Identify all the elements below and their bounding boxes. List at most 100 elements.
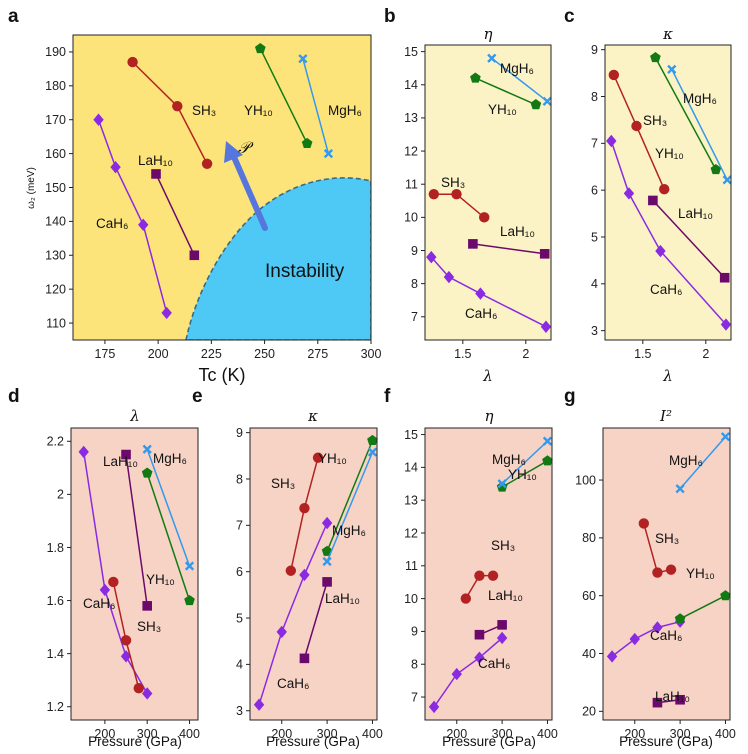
x-axis-label-f: Pressure (GPa) bbox=[442, 734, 536, 749]
series-group-b bbox=[426, 53, 552, 333]
data-point-d-yh10-0 bbox=[141, 467, 153, 478]
data-point-g-sh3-0 bbox=[638, 518, 650, 529]
y-tick-label-g: 80 bbox=[582, 531, 596, 545]
x-tick-label-b: 1.5 bbox=[454, 347, 471, 361]
series-line-b-cah6 bbox=[430, 256, 547, 328]
series-label-d-sh3: SH₃ bbox=[137, 619, 161, 634]
x-tick-label-e: 200 bbox=[271, 727, 292, 741]
data-point-c-mgh6-1 bbox=[722, 175, 732, 185]
data-point-g-sh3-1 bbox=[652, 567, 663, 578]
series-label-f-mgh6: MgH₆ bbox=[492, 452, 526, 467]
y-tick-label-b: 13 bbox=[404, 111, 418, 125]
data-point-d-sh3-2 bbox=[133, 682, 144, 694]
data-point-a-yh10-0 bbox=[254, 42, 266, 54]
y-tick-label-f: 8 bbox=[411, 658, 418, 672]
y-axis-label-a: ω₂ (meV) bbox=[26, 167, 37, 209]
y-tick-label-e: 6 bbox=[236, 565, 243, 579]
data-point-a-sh3-0 bbox=[127, 56, 138, 68]
data-point-d-lah10-0 bbox=[121, 449, 131, 460]
x-tick-label-f: 300 bbox=[492, 727, 513, 741]
series-label-e-lah10: LaH₁₀ bbox=[325, 591, 360, 606]
x-tick-label-d: 200 bbox=[94, 727, 115, 741]
panel-a: Instability 𝒫 CaH₆ LaH₁₀ SH₃ YH₁₀ MgH₆ 1… bbox=[26, 34, 382, 385]
data-point-f-lah10-1 bbox=[497, 620, 507, 630]
y-tick-label-e: 4 bbox=[236, 658, 243, 672]
data-point-d-mgh6-1 bbox=[184, 561, 195, 571]
series-line-f-yh10 bbox=[501, 460, 548, 488]
data-point-b-cah6-0 bbox=[426, 250, 437, 264]
y-tick-label-f: 7 bbox=[411, 690, 418, 704]
y-tick-label-a: 130 bbox=[45, 249, 66, 263]
data-point-g-cah6-0 bbox=[606, 650, 618, 663]
axes-g: 200 300 400 20 40 60 80 100 bbox=[575, 427, 736, 741]
panel-title-d: λ bbox=[129, 407, 140, 425]
plot-background-g bbox=[603, 428, 730, 720]
y-tick-label-c: 7 bbox=[591, 137, 598, 151]
x-tick-label-b: 2 bbox=[522, 347, 529, 361]
panel-f: CaH₆ LaH₁₀ SH₃ YH₁₀ MgH₆ 200 300 400 7 8 9 10 1… bbox=[404, 407, 558, 749]
data-point-a-mgh6-0 bbox=[298, 54, 308, 64]
instability-label: Instability bbox=[265, 261, 345, 282]
data-point-f-yh10-1 bbox=[542, 455, 553, 466]
axes-a: 175 200 225 250 275 300 110 120 130 140 150 160 170 1… bbox=[45, 34, 382, 361]
data-point-g-lah10-1 bbox=[675, 694, 685, 705]
panel-d: CaH₆ LaH₁₀ SH₃ YH₁₀ MgH₆ 200 300 400 1.2 1.4… bbox=[47, 407, 200, 749]
data-point-e-mgh6-0 bbox=[322, 556, 332, 567]
panel-label-a: a bbox=[8, 6, 19, 27]
pressure-arrow-head bbox=[224, 141, 243, 163]
data-point-e-lah10-0 bbox=[299, 653, 310, 664]
x-axis-label-a: Tc (K) bbox=[199, 365, 246, 385]
axes-frame-b bbox=[424, 44, 552, 341]
data-point-f-sh3-1 bbox=[474, 570, 485, 581]
data-point-f-mgh6-0 bbox=[497, 479, 507, 489]
series-label-f-sh3: SH₃ bbox=[491, 538, 515, 553]
panel-title-c: κ bbox=[662, 25, 673, 43]
data-point-c-cah6-1 bbox=[623, 187, 635, 200]
data-point-d-cah6-0 bbox=[78, 445, 89, 459]
data-point-g-sh3-2 bbox=[665, 564, 677, 575]
y-tick-label-e: 9 bbox=[236, 426, 243, 440]
panel-label-c: c bbox=[564, 6, 575, 27]
panel-title-e: κ bbox=[307, 407, 318, 425]
series-label-b-cah6: CaH₆ bbox=[465, 306, 497, 321]
data-point-a-sh3-1 bbox=[172, 100, 183, 112]
data-point-b-mgh6-0 bbox=[487, 53, 497, 63]
data-point-f-cah6-2 bbox=[474, 651, 485, 664]
series-line-d-yh10 bbox=[146, 472, 191, 601]
y-tick-label-b: 8 bbox=[411, 277, 418, 291]
data-point-e-yh10-1 bbox=[367, 434, 378, 446]
data-point-e-lah10-1 bbox=[322, 577, 332, 587]
panel-g: CaH₆ LaH₁₀ SH₃ YH₁₀ MgH₆ 200 300 400 20 40 60… bbox=[575, 407, 736, 749]
y-tick-label-e: 5 bbox=[236, 611, 243, 625]
y-tick-label-d: 1.4 bbox=[47, 647, 64, 661]
y-tick-label-b: 11 bbox=[405, 178, 418, 192]
y-tick-label-c: 5 bbox=[591, 230, 598, 244]
data-point-d-sh3-1 bbox=[120, 635, 132, 646]
data-point-f-mgh6-1 bbox=[542, 436, 553, 446]
y-tick-label-c: 3 bbox=[591, 324, 598, 338]
x-tick-label-e: 400 bbox=[362, 727, 383, 741]
data-point-b-sh3-1 bbox=[451, 188, 462, 200]
series-label-c-sh3: SH₃ bbox=[643, 113, 667, 128]
data-point-c-yh10-0 bbox=[650, 52, 661, 63]
axes-frame-g bbox=[602, 427, 731, 721]
y-tick-label-g: 40 bbox=[582, 647, 596, 661]
series-group-c bbox=[606, 52, 732, 331]
series-label-a-mgh6: MgH₆ bbox=[328, 103, 362, 118]
axes-frame-d bbox=[70, 427, 199, 721]
data-point-a-cah6-2 bbox=[138, 218, 149, 231]
series-line-e-cah6 bbox=[258, 522, 328, 705]
x-tick-label-d: 300 bbox=[137, 727, 158, 741]
data-point-b-yh10-1 bbox=[530, 99, 542, 110]
data-point-f-cah6-1 bbox=[451, 667, 462, 681]
series-label-g-sh3: SH₃ bbox=[655, 531, 679, 546]
data-point-b-lah10-1 bbox=[539, 249, 550, 259]
series-line-a-cah6 bbox=[97, 119, 168, 314]
axes-frame-e bbox=[249, 427, 378, 721]
series-label-g-cah6: CaH₆ bbox=[650, 628, 682, 643]
data-point-f-lah10-0 bbox=[474, 629, 485, 640]
data-point-e-sh3-2 bbox=[312, 452, 324, 463]
series-line-d-lah10 bbox=[125, 454, 148, 607]
x-tick-label-a: 300 bbox=[361, 347, 382, 361]
series-line-d-mgh6 bbox=[146, 448, 191, 567]
